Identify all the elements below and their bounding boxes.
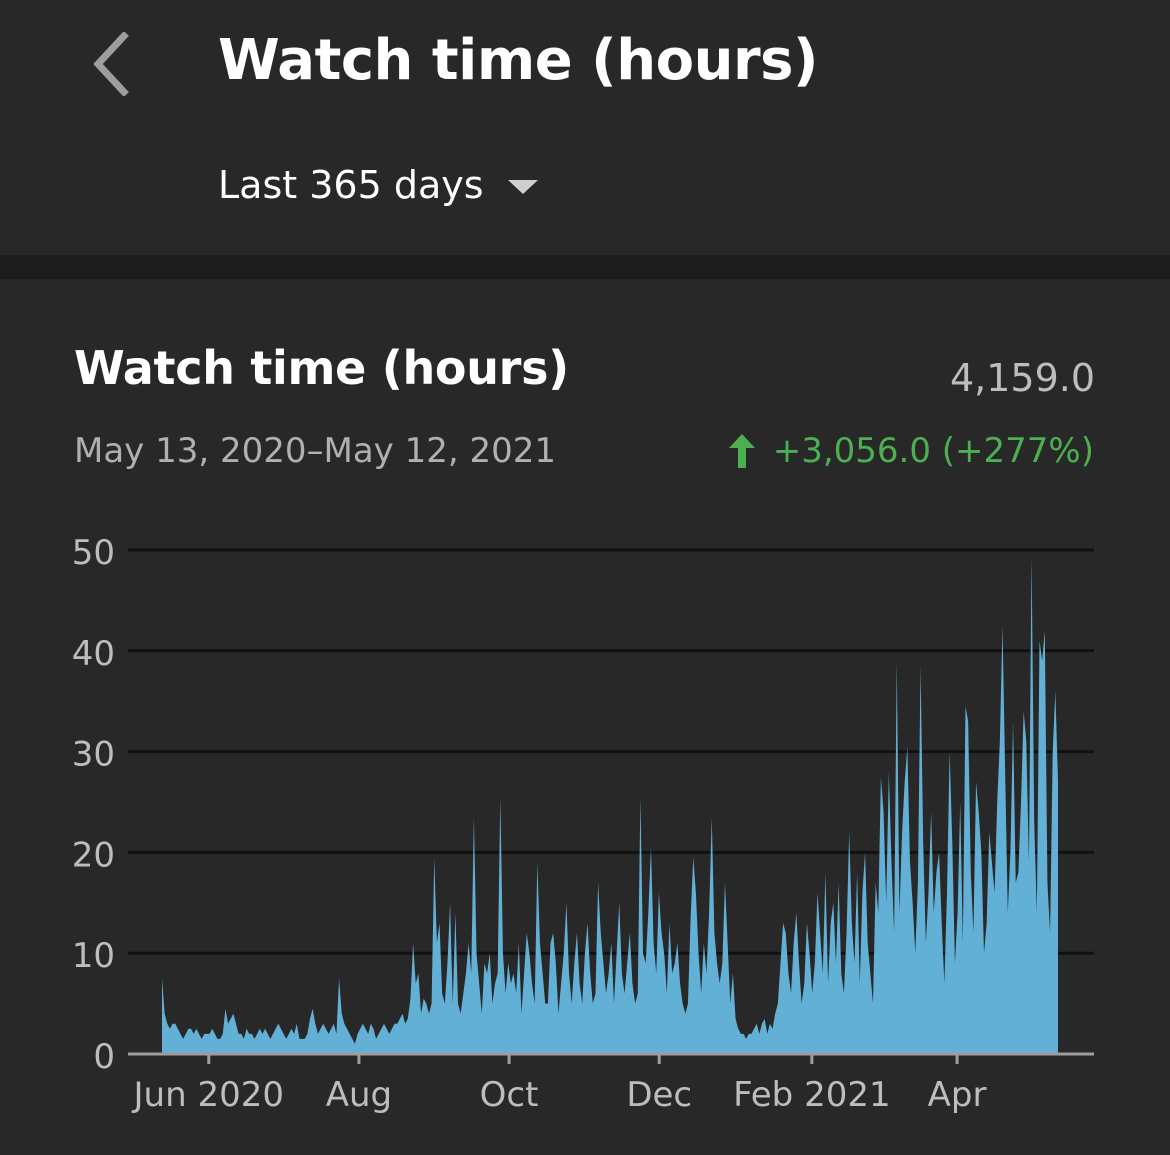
section-divider xyxy=(0,255,1170,279)
page-title: Watch time (hours) xyxy=(218,28,819,93)
date-range-label: Last 365 days xyxy=(218,163,484,207)
total-value: 4,159.0 xyxy=(949,356,1095,400)
arrow-up-icon xyxy=(728,434,755,468)
y-tick-label: 30 xyxy=(72,735,115,775)
change-indicator: +3,056.0 (+277%) xyxy=(728,431,1094,471)
x-tick-label: Dec xyxy=(626,1075,692,1115)
date-range-text: May 13, 2020–May 12, 2021 xyxy=(74,431,557,471)
y-tick-label: 20 xyxy=(72,835,115,875)
card-title: Watch time (hours) xyxy=(74,341,569,395)
y-tick-label: 10 xyxy=(72,936,115,976)
chart-svg: 0 10 20 30 40 50 Jun 2020 Aug Oct Dec Feb 2021 Apr xyxy=(72,533,1094,1115)
change-value: +3,056.0 (+277%) xyxy=(772,431,1094,471)
x-tick-label: Apr xyxy=(928,1075,987,1115)
watch-time-chart: 0 10 20 30 40 50 Jun 2020 Aug Oct Dec Feb 2021 Apr xyxy=(0,279,1170,1155)
x-tick-label: Oct xyxy=(480,1075,539,1115)
watch-time-area xyxy=(162,555,1058,1054)
x-tick-label: Jun 2020 xyxy=(132,1075,284,1115)
chevron-left-icon xyxy=(93,32,129,96)
date-range-dropdown[interactable]: Last 365 days xyxy=(218,155,538,215)
app-header: Watch time (hours) Last 365 days xyxy=(0,0,1170,255)
caret-down-icon xyxy=(507,180,538,194)
x-tick-label: Aug xyxy=(326,1075,392,1115)
back-button[interactable] xyxy=(78,28,142,100)
y-tick-label: 50 xyxy=(72,533,115,573)
y-tick-label: 40 xyxy=(72,634,115,674)
x-tick-label: Feb 2021 xyxy=(733,1075,891,1115)
y-tick-label: 0 xyxy=(93,1037,115,1077)
